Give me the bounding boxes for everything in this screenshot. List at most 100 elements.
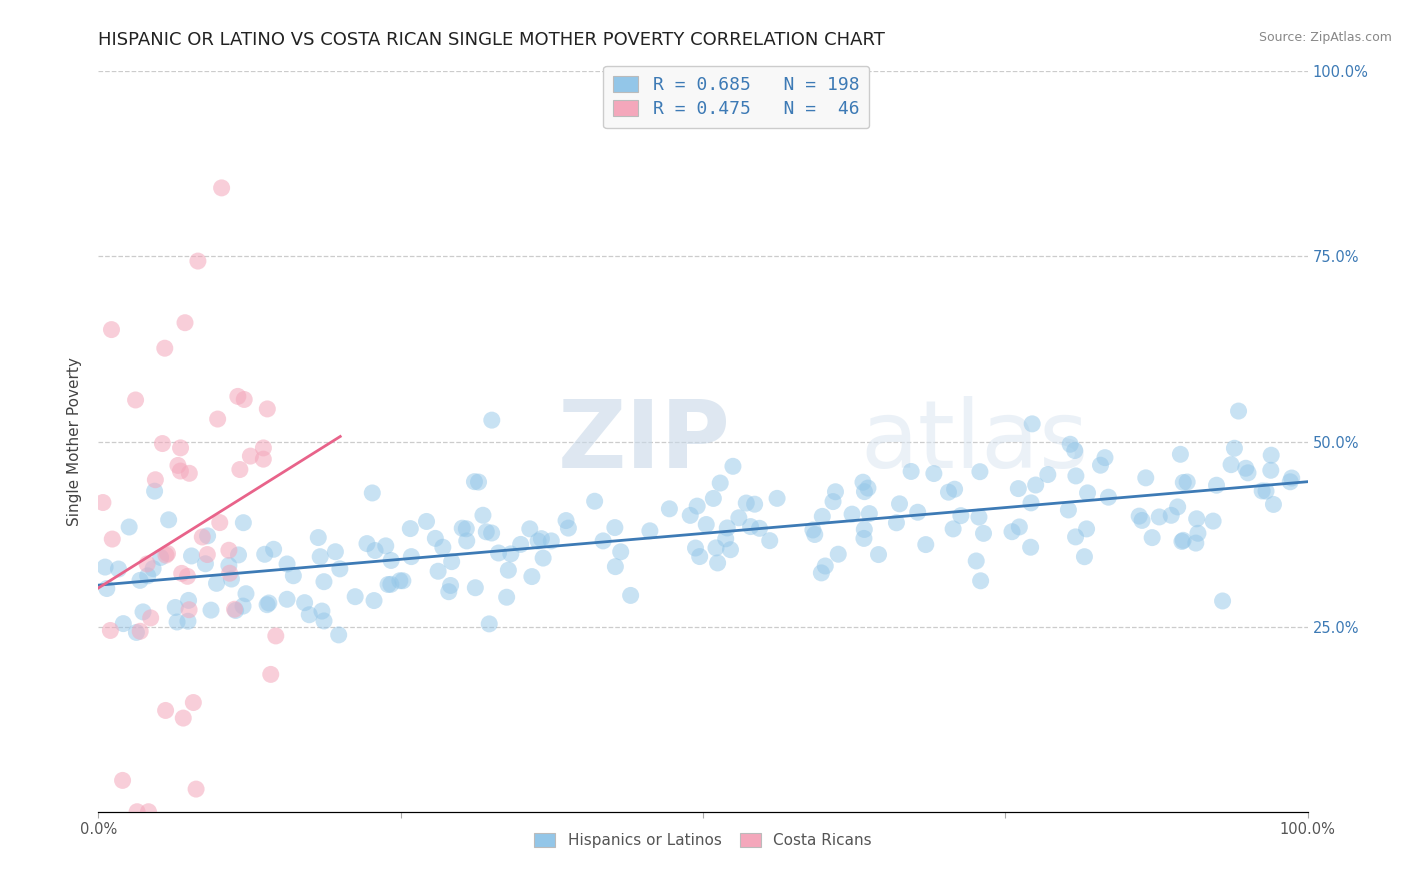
Point <box>481 526 503 541</box>
Point <box>827 547 849 561</box>
Point <box>499 547 522 561</box>
Point <box>557 521 579 535</box>
Point <box>679 508 702 523</box>
Point <box>519 522 541 536</box>
Point <box>1220 458 1243 472</box>
Point <box>969 574 991 588</box>
Point <box>142 561 165 575</box>
Point <box>155 703 177 717</box>
Point <box>1073 549 1095 564</box>
Point <box>129 624 152 639</box>
Point <box>620 589 643 603</box>
Point <box>1160 508 1182 523</box>
Point <box>1076 522 1098 536</box>
Point <box>456 522 478 536</box>
Point <box>205 576 228 591</box>
Point <box>868 548 890 562</box>
Point <box>922 467 945 481</box>
Point <box>509 537 531 551</box>
Point <box>1279 475 1302 489</box>
Point <box>1128 509 1150 524</box>
Point <box>253 547 276 561</box>
Point <box>1064 530 1087 544</box>
Point <box>1025 478 1047 492</box>
Point <box>139 611 162 625</box>
Text: ZIP: ZIP <box>558 395 731 488</box>
Point <box>914 538 936 552</box>
Point <box>276 557 298 571</box>
Point <box>1057 503 1080 517</box>
Point <box>221 572 243 586</box>
Point <box>233 392 256 407</box>
Point <box>889 497 911 511</box>
Point <box>153 341 176 355</box>
Point <box>1187 526 1209 541</box>
Point <box>127 805 149 819</box>
Point <box>583 494 606 508</box>
Point <box>464 581 486 595</box>
Point <box>1223 442 1246 456</box>
Point <box>195 548 218 562</box>
Point <box>298 607 321 622</box>
Point <box>638 524 661 538</box>
Point <box>481 413 503 427</box>
Point <box>263 542 285 557</box>
Point <box>257 596 280 610</box>
Point <box>540 533 562 548</box>
Point <box>136 569 159 583</box>
Point <box>187 254 209 268</box>
Point <box>1205 478 1227 492</box>
Point <box>208 516 231 530</box>
Point <box>399 522 422 536</box>
Point <box>118 520 141 534</box>
Point <box>1251 483 1274 498</box>
Point <box>689 549 711 564</box>
Point <box>309 549 332 564</box>
Point <box>1094 450 1116 465</box>
Point <box>527 534 550 549</box>
Point <box>218 543 240 558</box>
Point <box>252 441 274 455</box>
Point <box>432 541 454 555</box>
Point <box>852 532 875 546</box>
Point <box>1173 475 1195 490</box>
Point <box>720 542 742 557</box>
Point <box>437 584 460 599</box>
Point <box>100 323 122 337</box>
Point <box>727 510 749 524</box>
Point <box>152 436 174 450</box>
Point <box>179 467 201 481</box>
Point <box>1063 443 1085 458</box>
Point <box>440 555 463 569</box>
Point <box>256 598 278 612</box>
Point <box>124 392 146 407</box>
Point <box>856 481 879 495</box>
Point <box>1064 469 1087 483</box>
Point <box>488 546 510 560</box>
Point <box>1185 512 1208 526</box>
Point <box>197 529 219 543</box>
Point <box>1260 448 1282 462</box>
Point <box>1202 514 1225 528</box>
Point <box>1021 417 1043 431</box>
Point <box>758 533 780 548</box>
Point <box>886 516 908 530</box>
Point <box>1019 496 1042 510</box>
Point <box>156 547 179 561</box>
Point <box>200 603 222 617</box>
Point <box>165 600 187 615</box>
Point <box>125 625 148 640</box>
Point <box>938 485 960 500</box>
Point <box>471 508 494 523</box>
Point <box>361 486 384 500</box>
Point <box>1149 510 1171 524</box>
Point <box>735 496 758 510</box>
Point <box>1167 500 1189 514</box>
Point <box>814 559 837 574</box>
Point <box>721 459 744 474</box>
Point <box>766 491 789 506</box>
Point <box>744 497 766 511</box>
Point <box>1007 482 1029 496</box>
Point <box>603 520 626 534</box>
Point <box>1059 437 1081 451</box>
